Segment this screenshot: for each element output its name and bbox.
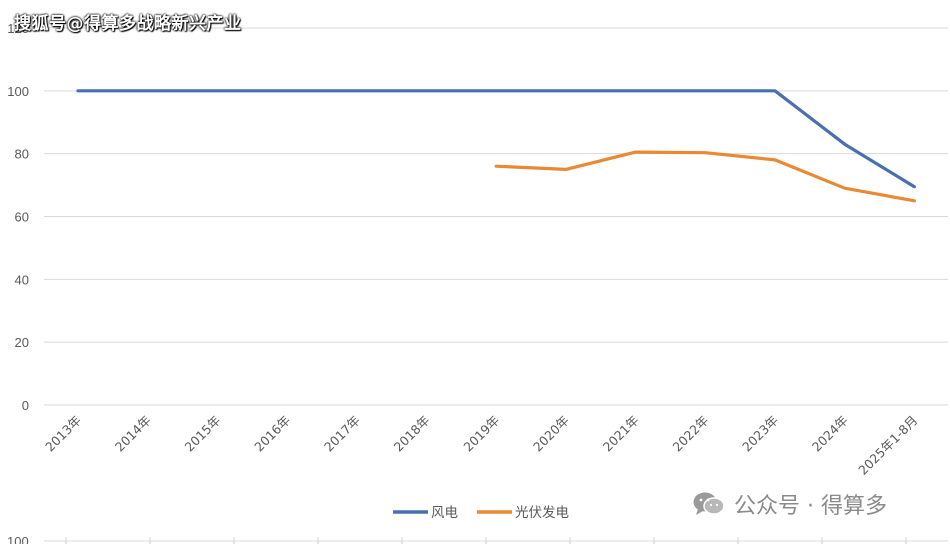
x-tick-label: 2019年	[460, 413, 502, 455]
wechat-icon	[693, 492, 725, 515]
y-tick-label: 0	[22, 398, 29, 413]
x-tick-label: 2025年1-8月	[855, 413, 920, 478]
x-tick-label: 2018年	[391, 413, 433, 455]
watermark-top: 搜狐号@得算多战略新兴产业	[14, 14, 242, 34]
x-tick-label: 2021年	[600, 413, 642, 455]
x-tick-label: 2016年	[251, 413, 293, 455]
y-tick-label: 120	[7, 21, 29, 36]
series-lines	[76, 89, 916, 203]
x-tick-label: 2014年	[112, 413, 154, 455]
series-line-1	[494, 150, 916, 203]
y-tick-label: 80	[15, 147, 29, 162]
watermark-bottom-text: 公众号 · 得算多	[734, 494, 887, 519]
y-tick-label: 100	[7, 84, 29, 99]
y-tick-label: 20	[15, 335, 29, 350]
y-tick-label: 60	[15, 210, 29, 225]
y-axis-ticks: 0 20 40 60 80 100 120	[7, 21, 29, 413]
y-tick-label: 40	[15, 272, 29, 287]
x-tick-label: 2015年	[182, 413, 224, 455]
x-tick-label: 2020年	[530, 413, 572, 455]
x-tick-label: 2013年	[42, 413, 84, 455]
x-tick-label: 2023年	[739, 413, 781, 455]
legend-label: 风电	[431, 505, 458, 521]
watermark-bottom: 公众号 · 得算多	[692, 488, 887, 520]
legend: 风电 光伏发电	[393, 505, 569, 521]
gridlines	[44, 27, 948, 406]
x-tick-label: 2022年	[669, 413, 711, 455]
next-chart-strip: 100	[7, 534, 948, 544]
series-line-0	[76, 89, 916, 189]
x-axis-ticks: 2013年 2014年 2015年 2016年 2017年 2018年 2019年 2020年…	[42, 413, 920, 478]
x-tick-label: 2024年	[809, 413, 851, 455]
legend-label: 光伏发电	[515, 505, 569, 521]
x-tick-label: 2017年	[321, 413, 363, 455]
partial-y-tick-label: 100	[7, 534, 29, 544]
